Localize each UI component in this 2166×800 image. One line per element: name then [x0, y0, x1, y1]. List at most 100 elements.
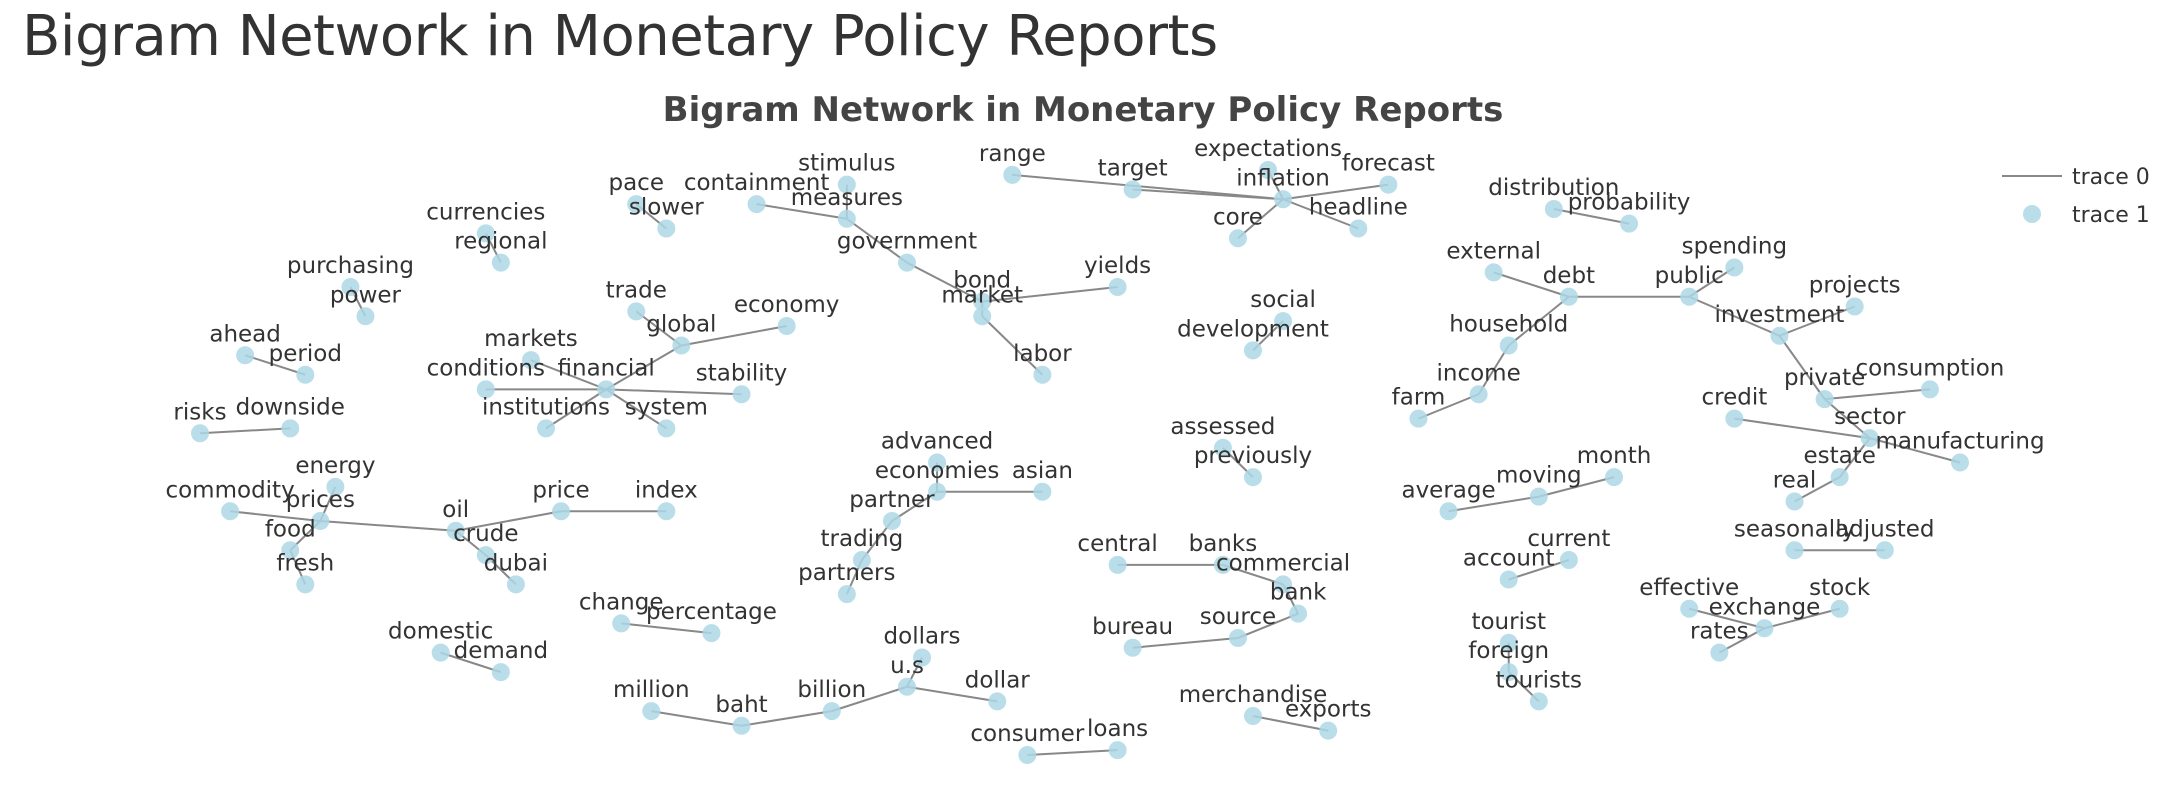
- node-month[interactable]: [1605, 468, 1624, 487]
- node-period[interactable]: [296, 365, 315, 384]
- node-seasonally[interactable]: [1785, 541, 1804, 560]
- node-government[interactable]: [898, 253, 917, 272]
- node-debt[interactable]: [1559, 287, 1578, 306]
- node-partners[interactable]: [837, 585, 856, 604]
- node-manufacturing[interactable]: [1951, 453, 1969, 472]
- node-private[interactable]: [1815, 390, 1834, 409]
- node-average[interactable]: [1439, 502, 1458, 521]
- node-trade[interactable]: [627, 302, 646, 321]
- node-social[interactable]: [1274, 312, 1293, 331]
- node-core[interactable]: [1228, 229, 1247, 248]
- node-regional[interactable]: [491, 253, 510, 272]
- node-public[interactable]: [1680, 287, 1699, 306]
- node-oil[interactable]: [446, 521, 465, 540]
- node-expectations[interactable]: [1259, 161, 1278, 179]
- node-slower[interactable]: [657, 219, 676, 238]
- node-source[interactable]: [1228, 629, 1247, 647]
- node-moving[interactable]: [1529, 487, 1548, 506]
- node-distribution[interactable]: [1544, 200, 1563, 218]
- node-advanced[interactable]: [928, 453, 947, 472]
- node-downside[interactable]: [281, 419, 300, 438]
- node-current[interactable]: [1559, 551, 1578, 569]
- node-system[interactable]: [657, 419, 676, 438]
- node-bureau[interactable]: [1123, 638, 1142, 657]
- legend-entry-1[interactable]: trace 1: [2072, 203, 2150, 228]
- node-markets[interactable]: [521, 351, 540, 370]
- node-global[interactable]: [672, 336, 691, 355]
- node-assessed[interactable]: [1213, 438, 1232, 457]
- node-ahead[interactable]: [236, 346, 255, 365]
- node-loans[interactable]: [1108, 741, 1127, 760]
- node-food[interactable]: [281, 541, 300, 560]
- node-projects[interactable]: [1845, 297, 1864, 316]
- node-tourist[interactable]: [1499, 633, 1518, 652]
- node-purchasing[interactable]: [341, 278, 360, 296]
- node-household[interactable]: [1499, 336, 1518, 355]
- node-partner[interactable]: [882, 512, 901, 530]
- legend[interactable]: trace 0 trace 1: [2002, 165, 2150, 228]
- node-economies[interactable]: [928, 482, 947, 501]
- node-sector[interactable]: [1860, 429, 1879, 448]
- node-farm[interactable]: [1409, 409, 1428, 428]
- node-account[interactable]: [1499, 570, 1518, 589]
- node-pace[interactable]: [627, 195, 646, 214]
- node-previously[interactable]: [1243, 468, 1262, 487]
- node-percentage[interactable]: [702, 624, 721, 643]
- node-bank[interactable]: [1289, 604, 1308, 623]
- node-income[interactable]: [1469, 385, 1488, 404]
- node-u.s[interactable]: [898, 677, 917, 696]
- node-fresh[interactable]: [296, 575, 315, 594]
- node-commercial[interactable]: [1274, 575, 1293, 594]
- node-probability[interactable]: [1620, 214, 1639, 233]
- node-crude[interactable]: [476, 546, 495, 565]
- node-exchange[interactable]: [1755, 619, 1774, 638]
- node-asian[interactable]: [1033, 482, 1052, 501]
- node-adjusted[interactable]: [1875, 541, 1894, 560]
- node-consumer[interactable]: [1018, 746, 1037, 764]
- node-measures[interactable]: [837, 209, 856, 228]
- node-labor[interactable]: [1033, 365, 1052, 384]
- node-effective[interactable]: [1680, 599, 1699, 618]
- node-power[interactable]: [356, 307, 375, 326]
- node-merchandise[interactable]: [1243, 707, 1262, 725]
- node-tourists[interactable]: [1529, 692, 1548, 711]
- node-consumption[interactable]: [1920, 380, 1939, 399]
- node-million[interactable]: [642, 702, 661, 721]
- node-prices[interactable]: [311, 512, 330, 530]
- node-stimulus[interactable]: [837, 175, 856, 194]
- node-real[interactable]: [1785, 492, 1804, 511]
- node-containment[interactable]: [747, 195, 766, 214]
- node-investment[interactable]: [1770, 326, 1789, 345]
- node-estate[interactable]: [1830, 468, 1849, 487]
- nodes-layer[interactable]: [191, 161, 1969, 764]
- node-central[interactable]: [1108, 555, 1127, 574]
- node-target[interactable]: [1123, 180, 1142, 199]
- node-headline[interactable]: [1349, 219, 1368, 238]
- node-domestic[interactable]: [431, 643, 450, 662]
- node-index[interactable]: [657, 502, 676, 521]
- node-baht[interactable]: [732, 716, 751, 735]
- node-trading[interactable]: [852, 551, 871, 569]
- node-stock[interactable]: [1830, 599, 1849, 618]
- node-energy[interactable]: [326, 477, 345, 496]
- node-price[interactable]: [552, 502, 571, 521]
- node-yields[interactable]: [1108, 278, 1127, 296]
- node-change[interactable]: [612, 614, 631, 633]
- node-foreign[interactable]: [1499, 663, 1518, 682]
- node-inflation[interactable]: [1274, 190, 1293, 209]
- node-billion[interactable]: [822, 702, 841, 721]
- node-range[interactable]: [1003, 165, 1022, 184]
- node-spending[interactable]: [1725, 258, 1744, 277]
- node-market[interactable]: [973, 307, 992, 326]
- node-risks[interactable]: [191, 424, 209, 443]
- node-stability[interactable]: [732, 385, 751, 404]
- node-external[interactable]: [1484, 263, 1503, 282]
- node-dollars[interactable]: [913, 648, 932, 667]
- node-demand[interactable]: [491, 663, 510, 682]
- node-dubai[interactable]: [506, 575, 525, 594]
- node-dollar[interactable]: [988, 692, 1007, 711]
- node-forecast[interactable]: [1379, 175, 1398, 194]
- node-commodity[interactable]: [221, 502, 240, 521]
